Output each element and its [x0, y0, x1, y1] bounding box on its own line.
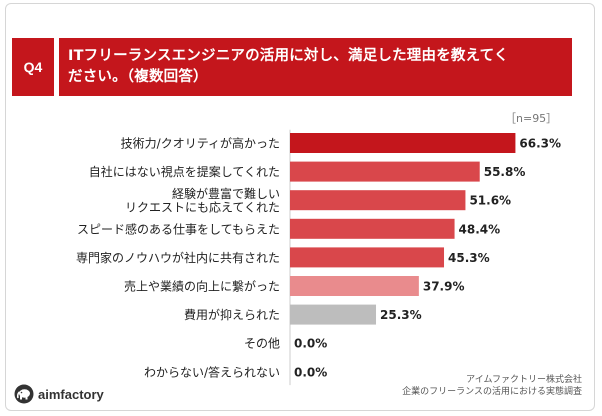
value-label-5: 45.3%: [448, 251, 490, 265]
category-label-1: 技術力/クオリティが高かった: [121, 136, 280, 151]
category-label-3: 経験が豊富で難しいリクエストにも応えてくれた: [125, 186, 280, 215]
value-label-7: 25.3%: [380, 308, 422, 322]
sample-size-note: ［n=95］: [505, 112, 558, 125]
question-header: Q4 ITフリーランスエンジニアの活用に対し、満足した理由を教えてく ださい。（…: [12, 38, 572, 96]
value-label-8: 0.0%: [294, 337, 327, 351]
question-number-badge: Q4: [23, 59, 43, 75]
bar-6: [290, 276, 419, 296]
category-label-2: 自社にはない視点を提案してくれた: [89, 164, 280, 179]
company-logo: aimfactory: [14, 384, 104, 404]
value-label-9: 0.0%: [294, 365, 327, 379]
chart-card: Q4 ITフリーランスエンジニアの活用に対し、満足した理由を教えてく ださい。（…: [5, 3, 595, 411]
category-label-9: わからない/答えられない: [144, 364, 280, 379]
category-label-5: 専門家のノウハウが社内に共有された: [76, 250, 280, 265]
value-label-1: 66.3%: [519, 137, 561, 151]
source-note: アイムファクトリー株式会社 企業のフリーランスの活用における実態調査: [402, 374, 582, 398]
question-line-1: ITフリーランスエンジニアの活用に対し、満足した理由を教えてく: [68, 48, 509, 64]
bar-3: [290, 190, 466, 211]
category-label-8: その他: [244, 337, 280, 351]
bar-7: [290, 304, 377, 325]
source-survey: 企業のフリーランスの活用における実態調査: [402, 387, 582, 397]
bar-1: [290, 133, 516, 153]
header-divider: [54, 38, 59, 96]
value-label-6: 37.9%: [423, 280, 465, 294]
bar-4: [290, 218, 455, 239]
logo-text: aimfactory: [38, 386, 104, 402]
category-label-7: 費用が抑えられた: [184, 307, 280, 322]
question-line-2: ださい。（複数回答）: [68, 69, 208, 85]
bar-5: [290, 247, 445, 268]
elephant-icon: [14, 384, 34, 404]
source-company: アイムファクトリー株式会社: [466, 375, 582, 385]
value-label-4: 48.4%: [459, 222, 501, 236]
value-label-2: 55.8%: [484, 165, 526, 179]
bar-2: [290, 161, 480, 182]
category-label-6: 売上や業績の向上に繋がった: [124, 279, 280, 294]
category-label-4: スピード感のある仕事をしてもらえた: [77, 221, 280, 236]
value-label-3: 51.6%: [469, 194, 511, 208]
question-text: ITフリーランスエンジニアの活用に対し、満足した理由を教えてく ださい。（複数回…: [68, 46, 566, 88]
